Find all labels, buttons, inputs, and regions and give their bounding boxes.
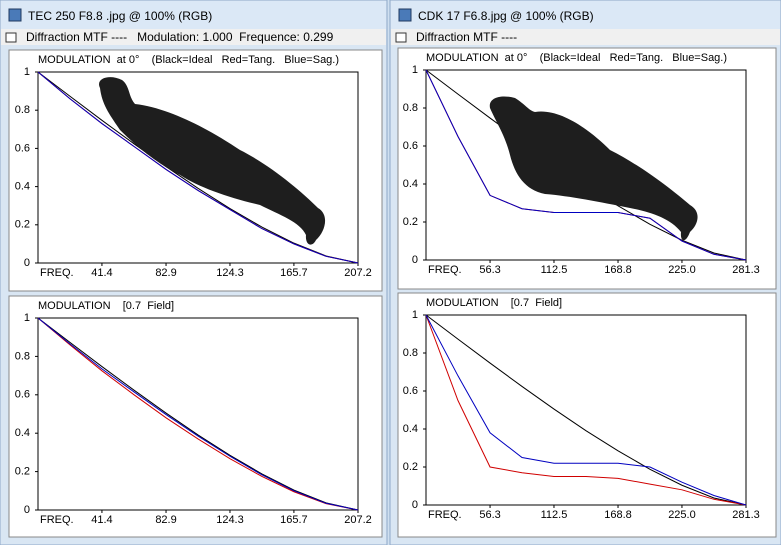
toolbar-text: Diffraction MTF ----: [416, 30, 517, 44]
title-bar: [1, 1, 386, 29]
silhouette: [489, 96, 698, 241]
chart-title: MODULATION [0.7 Field]: [426, 297, 562, 309]
y-tick-label: 1: [24, 312, 30, 324]
chart-title: MODULATION at 0° (Black=Ideal Red=Tang. …: [38, 54, 339, 66]
x-tick-label: 207.2: [344, 514, 372, 526]
y-tick-label: 0.4: [403, 423, 418, 435]
mtf-line: [37, 71, 359, 264]
x-tick-label: 207.2: [344, 267, 372, 279]
toolbar-icon[interactable]: [395, 32, 407, 43]
x-axis-label: FREQ.: [428, 264, 462, 276]
window-icon: [8, 8, 22, 22]
window-title: TEC 250 F8.8 .jpg @ 100% (RGB): [28, 9, 212, 23]
x-tick-label: 225.0: [668, 264, 696, 276]
mtf-line: [425, 69, 747, 261]
chart-title: MODULATION at 0° (Black=Ideal Red=Tang. …: [426, 52, 727, 64]
y-tick-label: 1: [412, 309, 418, 321]
y-tick-label: 0.2: [15, 466, 30, 478]
y-tick-label: 0: [24, 504, 30, 516]
y-tick-label: 0.8: [403, 347, 418, 359]
y-tick-label: 0.2: [403, 461, 418, 473]
x-tick-label: 168.8: [604, 509, 632, 521]
y-tick-label: 0.8: [403, 102, 418, 114]
toolbar: [391, 29, 780, 45]
plot-frame: [425, 314, 747, 506]
x-axis-label: FREQ.: [428, 509, 462, 521]
mtf-line: [37, 317, 359, 511]
x-tick-label: 124.3: [216, 267, 244, 279]
y-tick-label: 0: [412, 254, 418, 266]
x-tick-label: 82.9: [155, 267, 176, 279]
x-tick-label: 112.5: [541, 509, 568, 521]
y-tick-label: 0: [24, 257, 30, 269]
chart-title: MODULATION [0.7 Field]: [38, 300, 174, 312]
mtf-line: [37, 317, 359, 511]
x-tick-label: 56.3: [479, 264, 500, 276]
x-tick-label: 281.3: [732, 264, 760, 276]
window-title: CDK 17 F6.8.jpg @ 100% (RGB): [418, 9, 594, 23]
x-tick-label: 225.0: [668, 509, 696, 521]
y-tick-label: 0.6: [15, 142, 30, 154]
window-icon: [398, 8, 412, 22]
y-tick-label: 1: [412, 64, 418, 76]
x-tick-label: 165.7: [280, 514, 308, 526]
y-tick-label: 1: [24, 66, 30, 78]
silhouette: [99, 77, 326, 245]
x-tick-label: 112.5: [541, 264, 568, 276]
y-tick-label: 0.6: [403, 140, 418, 152]
y-tick-label: 0.2: [15, 219, 30, 231]
y-tick-label: 0.2: [403, 216, 418, 228]
x-tick-label: 56.3: [479, 509, 500, 521]
mtf-line: [37, 317, 359, 511]
y-tick-label: 0.6: [15, 389, 30, 401]
x-tick-label: 165.7: [280, 267, 308, 279]
y-tick-label: 0.4: [403, 178, 418, 190]
x-tick-label: 82.9: [155, 514, 176, 526]
toolbar-text: Diffraction MTF ---- Modulation: 1.000 F…: [26, 30, 334, 44]
x-axis-label: FREQ.: [40, 514, 74, 526]
mtf-line: [425, 314, 747, 506]
plot-frame: [37, 317, 359, 511]
y-tick-label: 0.6: [403, 385, 418, 397]
y-tick-label: 0.4: [15, 427, 30, 439]
y-tick-label: 0: [412, 499, 418, 511]
y-tick-label: 0.8: [15, 104, 30, 116]
y-tick-label: 0.4: [15, 181, 30, 193]
x-tick-label: 281.3: [732, 509, 760, 521]
x-tick-label: 41.4: [91, 514, 112, 526]
x-tick-label: 41.4: [91, 267, 112, 279]
mtf-line: [425, 314, 747, 506]
x-axis-label: FREQ.: [40, 267, 74, 279]
mtf-line: [425, 314, 747, 506]
mtf-line: [37, 71, 359, 264]
x-tick-label: 124.3: [216, 514, 244, 526]
toolbar-icon[interactable]: [5, 32, 17, 43]
y-tick-label: 0.8: [15, 350, 30, 362]
x-tick-label: 168.8: [604, 264, 632, 276]
toolbar: [1, 29, 386, 45]
title-bar: [391, 1, 780, 29]
